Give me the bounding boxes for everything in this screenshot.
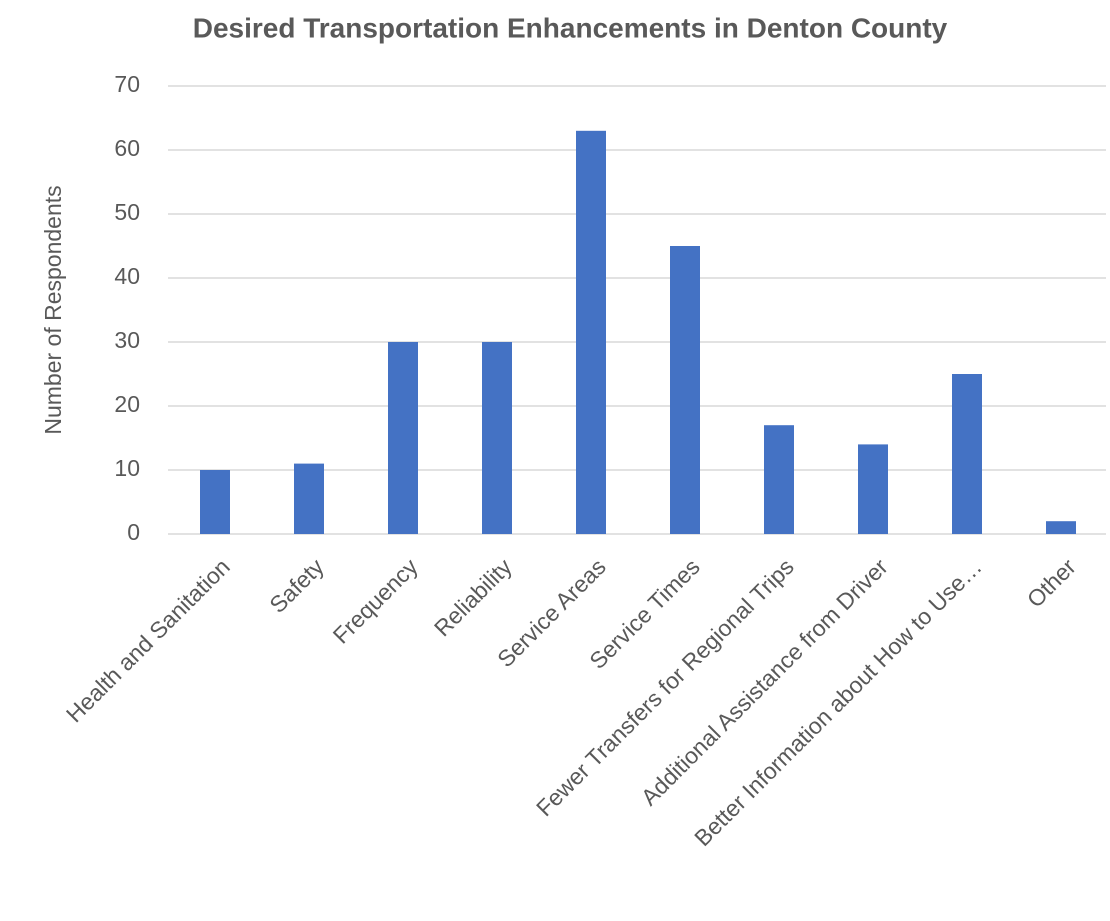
x-tick-label: Other bbox=[1022, 553, 1081, 612]
bar bbox=[482, 342, 512, 534]
bar bbox=[294, 463, 324, 534]
y-tick-label: 40 bbox=[114, 263, 140, 289]
x-tick-label: Reliability bbox=[429, 553, 517, 641]
y-tick-label: 10 bbox=[114, 455, 140, 481]
y-tick-label: 30 bbox=[114, 327, 140, 353]
y-tick-label: 0 bbox=[127, 519, 140, 545]
bar bbox=[952, 374, 982, 534]
bar bbox=[388, 342, 418, 534]
bar bbox=[764, 425, 794, 534]
x-tick-label: Safety bbox=[264, 553, 329, 618]
bar bbox=[1046, 521, 1076, 534]
bar bbox=[670, 246, 700, 534]
y-tick-label: 50 bbox=[114, 199, 140, 225]
x-tick-label: Health and Sanitation bbox=[61, 553, 235, 727]
y-tick-label: 60 bbox=[114, 135, 140, 161]
y-tick-label: 70 bbox=[114, 71, 140, 97]
y-tick-label: 20 bbox=[114, 391, 140, 417]
y-axis-label: Number of Respondents bbox=[40, 185, 66, 434]
chart-title: Desired Transportation Enhancements in D… bbox=[193, 12, 948, 43]
bar bbox=[576, 130, 606, 535]
bar bbox=[200, 470, 230, 534]
x-tick-label: Frequency bbox=[328, 553, 424, 649]
bar bbox=[858, 444, 888, 534]
